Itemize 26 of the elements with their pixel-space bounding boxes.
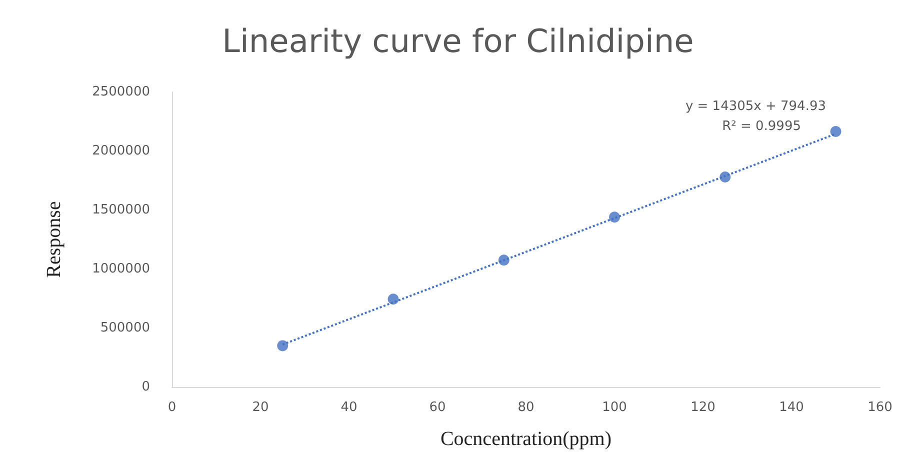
y-tick-label: 1500000 — [92, 202, 150, 218]
annotation: R² = 0.9995 — [722, 119, 801, 134]
point — [277, 340, 288, 352]
x-tick-label: 80 — [518, 400, 534, 415]
x-axis-title: Cocncentration(ppm) — [440, 428, 612, 450]
x-tick-label: 120 — [690, 400, 716, 415]
point — [609, 212, 620, 223]
x-tick-label: 60 — [429, 400, 446, 415]
x-tick-label: 160 — [868, 400, 892, 415]
x-tick-label: 40 — [340, 400, 358, 415]
y-axis-title: Response — [43, 201, 65, 278]
point — [720, 171, 731, 182]
y-tick-label: 1000000 — [92, 262, 150, 276]
y-tick-label: 500000 — [100, 320, 150, 336]
x-tick-label: 20 — [252, 400, 269, 415]
x-tick-label: 140 — [779, 400, 804, 415]
point — [830, 126, 842, 138]
point — [498, 254, 510, 266]
x-tick-label: 100 — [602, 400, 627, 415]
point — [388, 294, 399, 305]
y-tick-label: 0 — [142, 380, 150, 394]
y-tick-label: 2000000 — [92, 144, 150, 158]
y-tick-label: 2500000 — [92, 84, 150, 100]
x-tick-label: 0 — [168, 400, 176, 415]
chart-title: Linearity curve for Cilnidipine — [222, 22, 694, 60]
annotation: y = 14305x + 794.93 — [685, 99, 826, 114]
